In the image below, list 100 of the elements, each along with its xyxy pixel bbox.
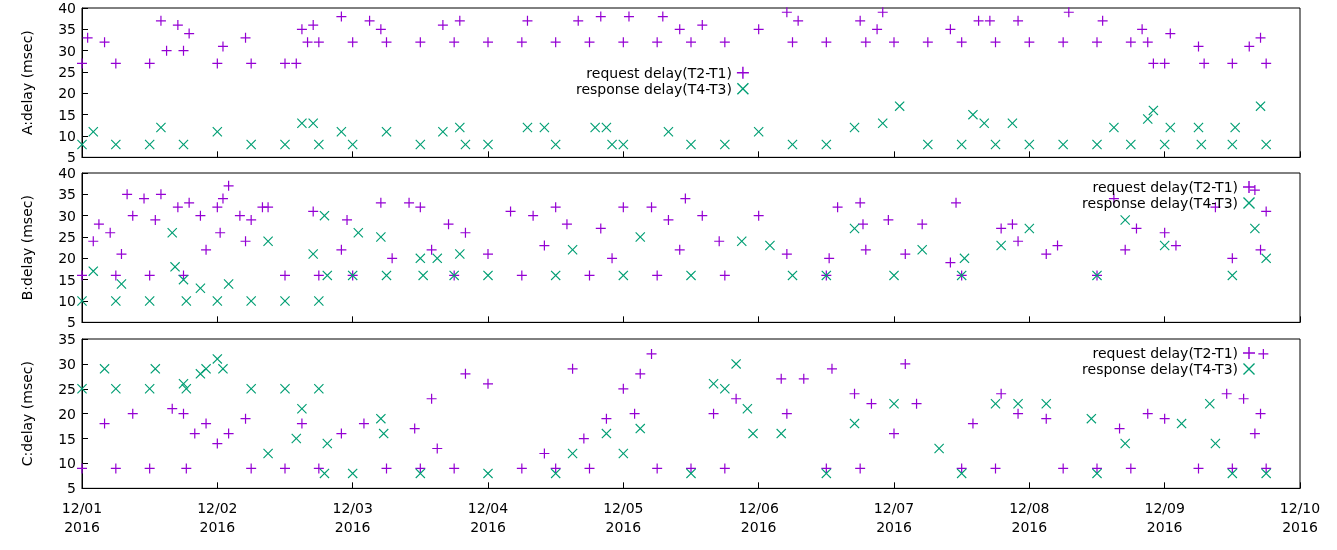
y-tick-label: 15 <box>58 106 76 123</box>
point <box>246 139 257 150</box>
point <box>381 126 392 137</box>
point <box>742 403 753 414</box>
point <box>483 468 493 479</box>
point <box>1086 413 1097 424</box>
legend-label: response delay(T4-T3) <box>575 80 732 97</box>
y-tick-label: 15 <box>58 430 76 447</box>
point <box>280 383 290 394</box>
point <box>313 139 324 150</box>
x-tick-label: 12/04 2016 <box>467 499 509 535</box>
point <box>246 383 257 394</box>
point <box>99 363 110 374</box>
y-tick-label: 20 <box>58 405 76 422</box>
y-tick-label: 30 <box>58 355 76 372</box>
point <box>979 118 990 129</box>
point <box>212 353 223 364</box>
point <box>296 118 307 129</box>
point <box>1142 113 1153 124</box>
point <box>322 270 333 281</box>
x-tick-label: 12/08 2016 <box>1009 499 1050 535</box>
point <box>748 428 759 439</box>
point <box>336 126 347 137</box>
point <box>1261 468 1272 479</box>
point <box>719 139 730 150</box>
x-tick-label: 12/05 2016 <box>603 499 644 535</box>
point <box>77 139 87 150</box>
point <box>635 232 646 243</box>
point <box>877 118 888 129</box>
point <box>212 126 223 137</box>
y-tick-label: 35 <box>58 330 76 347</box>
x-tick-label: 12/10 2016 <box>1279 499 1321 535</box>
point <box>110 139 121 150</box>
point <box>550 270 561 281</box>
point <box>483 270 493 281</box>
y-tick-label: 30 <box>58 207 76 224</box>
point <box>353 228 364 239</box>
y-tick-label: 25 <box>58 64 76 80</box>
point <box>483 139 493 150</box>
point <box>181 383 192 394</box>
point <box>1227 270 1238 281</box>
x-tick-label: 12/03 2016 <box>332 499 373 535</box>
y-axis-title: B:delay (msec) <box>19 195 35 301</box>
point <box>590 122 601 133</box>
point <box>764 240 775 251</box>
x-tick-label: 12/01 2016 <box>61 499 103 535</box>
point <box>1041 398 1052 409</box>
point <box>454 122 465 133</box>
y-tick-label: 20 <box>58 85 76 102</box>
point <box>1108 122 1119 133</box>
point <box>88 126 99 137</box>
point <box>708 378 719 389</box>
point <box>686 270 696 281</box>
y-axis-title: C:delay (msec) <box>19 360 35 467</box>
point <box>1120 215 1131 226</box>
point <box>116 279 127 290</box>
point <box>1148 105 1159 116</box>
point <box>144 383 155 394</box>
point <box>1120 438 1131 449</box>
point <box>686 139 696 150</box>
point <box>110 383 121 394</box>
point <box>1261 139 1272 150</box>
y-tick-label: 15 <box>58 271 76 288</box>
point <box>635 423 646 434</box>
point <box>731 358 742 369</box>
point <box>894 101 905 112</box>
point <box>155 122 166 133</box>
y-axis-title: A:delay (msec) <box>19 30 35 136</box>
y-tick-label: 40 <box>58 165 76 182</box>
y-tick-label: 35 <box>58 186 76 203</box>
point <box>280 139 290 150</box>
point <box>967 109 978 120</box>
y-tick-label: 30 <box>58 42 76 59</box>
y-tick-label: 5 <box>67 479 76 496</box>
legend-label: response delay(T4-T3) <box>1082 195 1238 212</box>
y-tick-label: 35 <box>58 21 76 38</box>
point <box>375 413 386 424</box>
point <box>77 383 87 394</box>
point <box>889 398 899 409</box>
y-tick-label: 5 <box>67 314 76 331</box>
point <box>1204 398 1215 409</box>
legend-label: response delay(T4-T3) <box>1082 360 1238 377</box>
point <box>1196 139 1207 150</box>
point <box>263 448 274 459</box>
point <box>719 383 730 394</box>
point <box>195 283 206 294</box>
point <box>1165 122 1176 133</box>
point <box>934 443 945 454</box>
point <box>1125 139 1136 150</box>
point <box>1024 223 1035 234</box>
point <box>1013 398 1024 409</box>
point <box>753 126 764 137</box>
y-tick-label: 10 <box>58 455 76 472</box>
point <box>1261 253 1272 264</box>
point <box>663 126 674 137</box>
point <box>167 228 178 239</box>
point <box>150 363 161 374</box>
point <box>990 398 1001 409</box>
x-tick-label: 12/02 2016 <box>197 499 238 535</box>
x-tick-label: 12/06 2016 <box>738 499 779 535</box>
